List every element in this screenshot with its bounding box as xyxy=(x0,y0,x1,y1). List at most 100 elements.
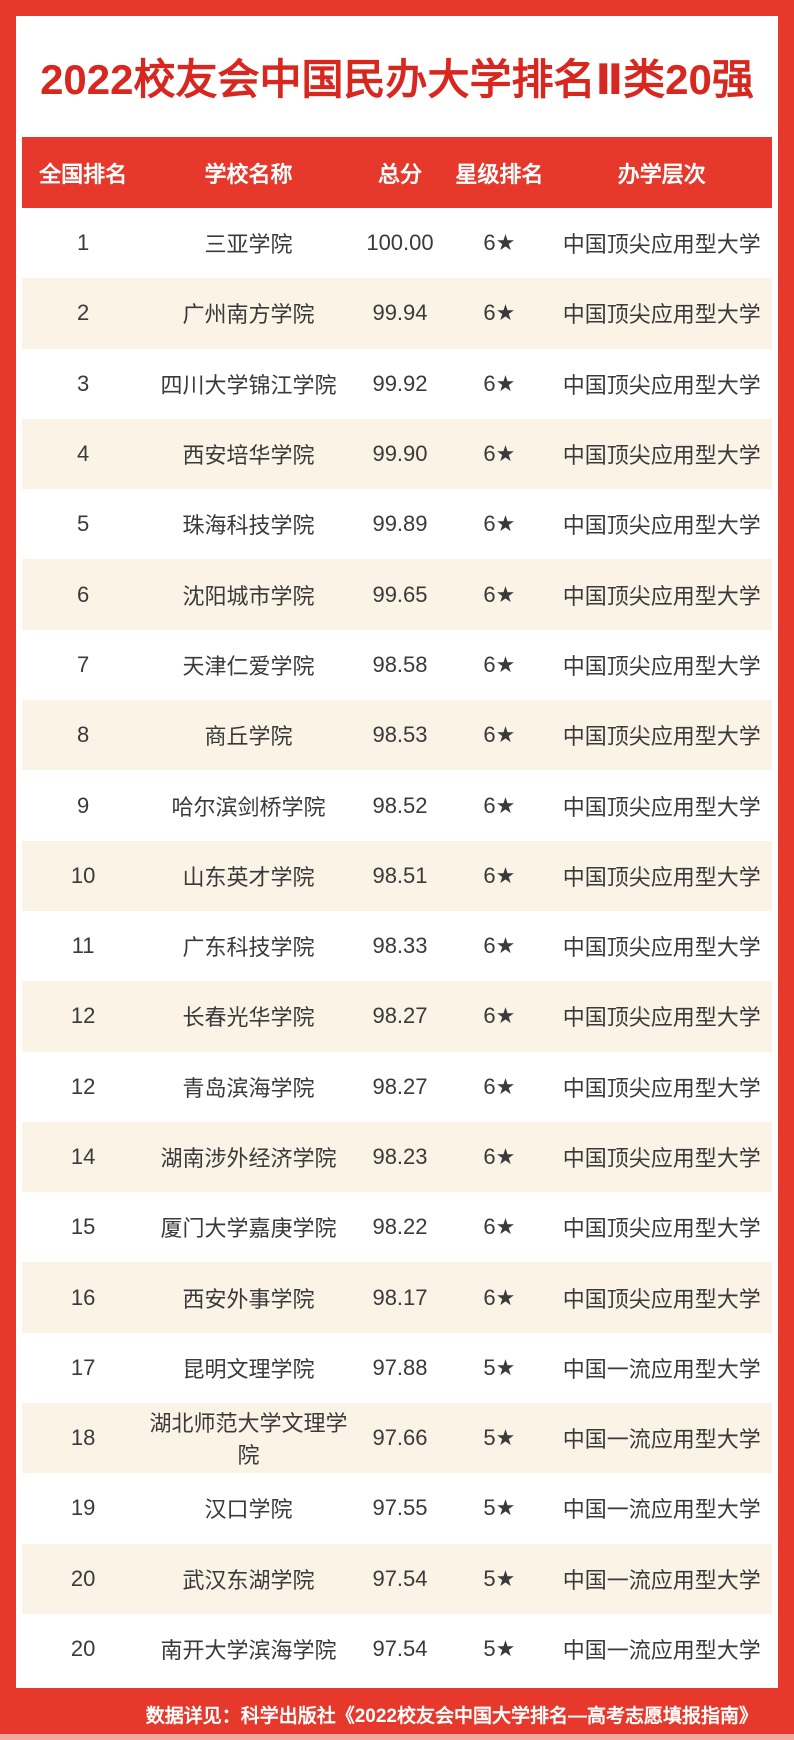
cell-rank: 7 xyxy=(76,651,90,677)
cell-name: 长春光华学院 xyxy=(182,1005,315,1031)
footer-bottom-strip xyxy=(0,1734,794,1740)
cell-level: 中国顶尖应用型大学 xyxy=(562,653,761,679)
cell-rank: 15 xyxy=(70,1214,96,1240)
cell-rank: 18 xyxy=(70,1425,96,1451)
cell-score: 97.54 xyxy=(372,1565,428,1591)
page-title: 2022校友会中国民办大学排名Ⅱ类20强 xyxy=(40,56,754,103)
cell-rank: 9 xyxy=(76,792,90,818)
cell-level: 中国一流应用型大学 xyxy=(562,1567,761,1593)
table-row: 1 三亚学院 100.00 6★ 中国顶尖应用型大学 xyxy=(22,208,772,279)
cell-rank: 12 xyxy=(70,1003,96,1029)
cell-rank: 2 xyxy=(76,300,90,326)
cell-score: 98.17 xyxy=(372,1284,428,1310)
cell-name: 西安外事学院 xyxy=(182,1286,315,1312)
column-header-name: 学校名称 xyxy=(204,161,293,187)
cell-stars: 6★ xyxy=(483,792,516,818)
cell-rank: 11 xyxy=(71,933,95,959)
cell-stars: 6★ xyxy=(483,581,516,607)
cell-level: 中国顶尖应用型大学 xyxy=(562,1075,761,1101)
cell-stars: 6★ xyxy=(483,1214,516,1240)
cell-score: 99.94 xyxy=(372,300,428,326)
table-row: 12 长春光华学院 98.27 6★ 中国顶尖应用型大学 xyxy=(22,981,772,1052)
cell-name: 南开大学滨海学院 xyxy=(160,1638,337,1664)
cell-score: 98.53 xyxy=(372,722,428,748)
cell-name: 湖南涉外经济学院 xyxy=(160,1146,337,1171)
cell-stars: 6★ xyxy=(483,441,516,467)
cell-name: 广州南方学院 xyxy=(182,302,315,328)
cell-stars: 6★ xyxy=(483,1073,516,1099)
cell-score: 99.65 xyxy=(372,581,428,607)
table-row: 7 天津仁爱学院 98.58 6★ 中国顶尖应用型大学 xyxy=(22,629,772,701)
cell-name: 厦门大学嘉庚学院 xyxy=(160,1216,337,1242)
cell-rank: 10 xyxy=(70,862,96,888)
cell-stars: 6★ xyxy=(483,1003,516,1029)
cell-stars: 6★ xyxy=(483,300,516,326)
table-row: 11 广东科技学院 98.33 6★ 中国顶尖应用型大学 xyxy=(22,910,772,982)
ranking-table: 全国排名 学校名称 总分 星级排名 办学层次 1 三亚学院 100.00 6★ 中国顶尖… xyxy=(22,137,772,1685)
table-row: 20 武汉东湖学院 97.54 5★ 中国一流应用型大学 xyxy=(22,1543,772,1614)
cell-name: 珠海科技学院 xyxy=(182,513,315,539)
cell-level: 中国顶尖应用型大学 xyxy=(562,1216,761,1242)
table-row: 10 山东英才学院 98.51 6★ 中国顶尖应用型大学 xyxy=(22,840,772,911)
cell-rank: 4 xyxy=(76,441,90,467)
cell-stars: 6★ xyxy=(483,511,516,537)
cell-level: 中国顶尖应用型大学 xyxy=(562,302,761,328)
cell-level: 中国顶尖应用型大学 xyxy=(562,935,761,961)
table-row: 4 西安培华学院 99.90 6★ 中国顶尖应用型大学 xyxy=(22,418,772,490)
cell-name: 西安培华学院 xyxy=(182,443,315,469)
cell-stars: 6★ xyxy=(483,1284,516,1310)
table-row: 19 汉口学院 97.55 5★ 中国一流应用型大学 xyxy=(22,1473,772,1544)
cell-level: 中国顶尖应用型大学 xyxy=(562,232,761,258)
table-row: 8 商丘学院 98.53 6★ 中国顶尖应用型大学 xyxy=(22,700,772,771)
cell-name: 武汉东湖学院 xyxy=(182,1567,315,1593)
table-body: 1 三亚学院 100.00 6★ 中国顶尖应用型大学 2 广州南方学院 99.94 6★ 中国顶尖… xyxy=(22,208,772,1685)
cell-score: 99.92 xyxy=(372,370,428,396)
cell-rank: 19 xyxy=(70,1495,96,1521)
cell-rank: 14 xyxy=(70,1144,96,1169)
cell-name: 三亚学院 xyxy=(204,232,293,258)
cell-level: 中国顶尖应用型大学 xyxy=(562,794,761,820)
cell-name: 山东英才学院 xyxy=(182,864,315,890)
cell-stars: 5★ xyxy=(483,1565,516,1591)
footer-source-text: 数据详见：科学出版社《2022校友会中国大学排名—高考志愿填报指南》 xyxy=(145,1705,758,1727)
cell-score: 99.90 xyxy=(372,441,428,467)
column-header-score: 总分 xyxy=(377,161,422,187)
cell-stars: 6★ xyxy=(483,1144,516,1169)
cell-rank: 6 xyxy=(76,581,90,607)
cell-rank: 20 xyxy=(70,1636,96,1662)
cell-name: 湖北师范大学文理学院 xyxy=(149,1411,348,1469)
table-row: 20 南开大学滨海学院 97.54 5★ 中国一流应用型大学 xyxy=(22,1613,772,1685)
cell-name: 天津仁爱学院 xyxy=(182,653,315,679)
cell-name: 商丘学院 xyxy=(204,724,293,750)
column-header-level: 办学层次 xyxy=(617,161,706,187)
cell-level: 中国顶尖应用型大学 xyxy=(562,864,761,890)
cell-score: 98.51 xyxy=(372,862,428,888)
cell-stars: 5★ xyxy=(483,1636,516,1662)
cell-level: 中国顶尖应用型大学 xyxy=(562,1286,761,1312)
cell-stars: 6★ xyxy=(483,370,516,396)
table-row: 17 昆明文理学院 97.88 5★ 中国一流应用型大学 xyxy=(22,1332,772,1404)
cell-score: 99.89 xyxy=(372,511,428,537)
cell-level: 中国顶尖应用型大学 xyxy=(562,1005,761,1031)
table-row: 3 四川大学锦江学院 99.92 6★ 中国顶尖应用型大学 xyxy=(22,348,772,419)
cell-score: 98.58 xyxy=(372,651,428,677)
cell-rank: 8 xyxy=(76,722,90,748)
cell-rank: 20 xyxy=(70,1565,96,1591)
table-row: 16 西安外事学院 98.17 6★ 中国顶尖应用型大学 xyxy=(22,1262,772,1333)
column-header-star: 星级排名 xyxy=(455,161,544,187)
cell-level: 中国顶尖应用型大学 xyxy=(562,513,761,539)
cell-stars: 6★ xyxy=(483,230,516,256)
table-row: 18 湖北师范大学文理学院 97.66 5★ 中国一流应用型大学 xyxy=(22,1403,772,1474)
cell-score: 98.27 xyxy=(372,1073,428,1099)
cell-stars: 6★ xyxy=(483,933,516,959)
table-row: 6 沈阳城市学院 99.65 6★ 中国顶尖应用型大学 xyxy=(22,559,772,630)
cell-score: 100.00 xyxy=(366,230,434,256)
table-row: 5 珠海科技学院 99.89 6★ 中国顶尖应用型大学 xyxy=(22,489,772,560)
cell-level: 中国顶尖应用型大学 xyxy=(562,583,761,609)
cell-score: 97.54 xyxy=(372,1636,428,1662)
cell-score: 98.23 xyxy=(372,1144,428,1169)
cell-stars: 5★ xyxy=(483,1425,516,1451)
cell-level: 中国一流应用型大学 xyxy=(562,1427,761,1453)
cell-rank: 1 xyxy=(76,230,90,256)
